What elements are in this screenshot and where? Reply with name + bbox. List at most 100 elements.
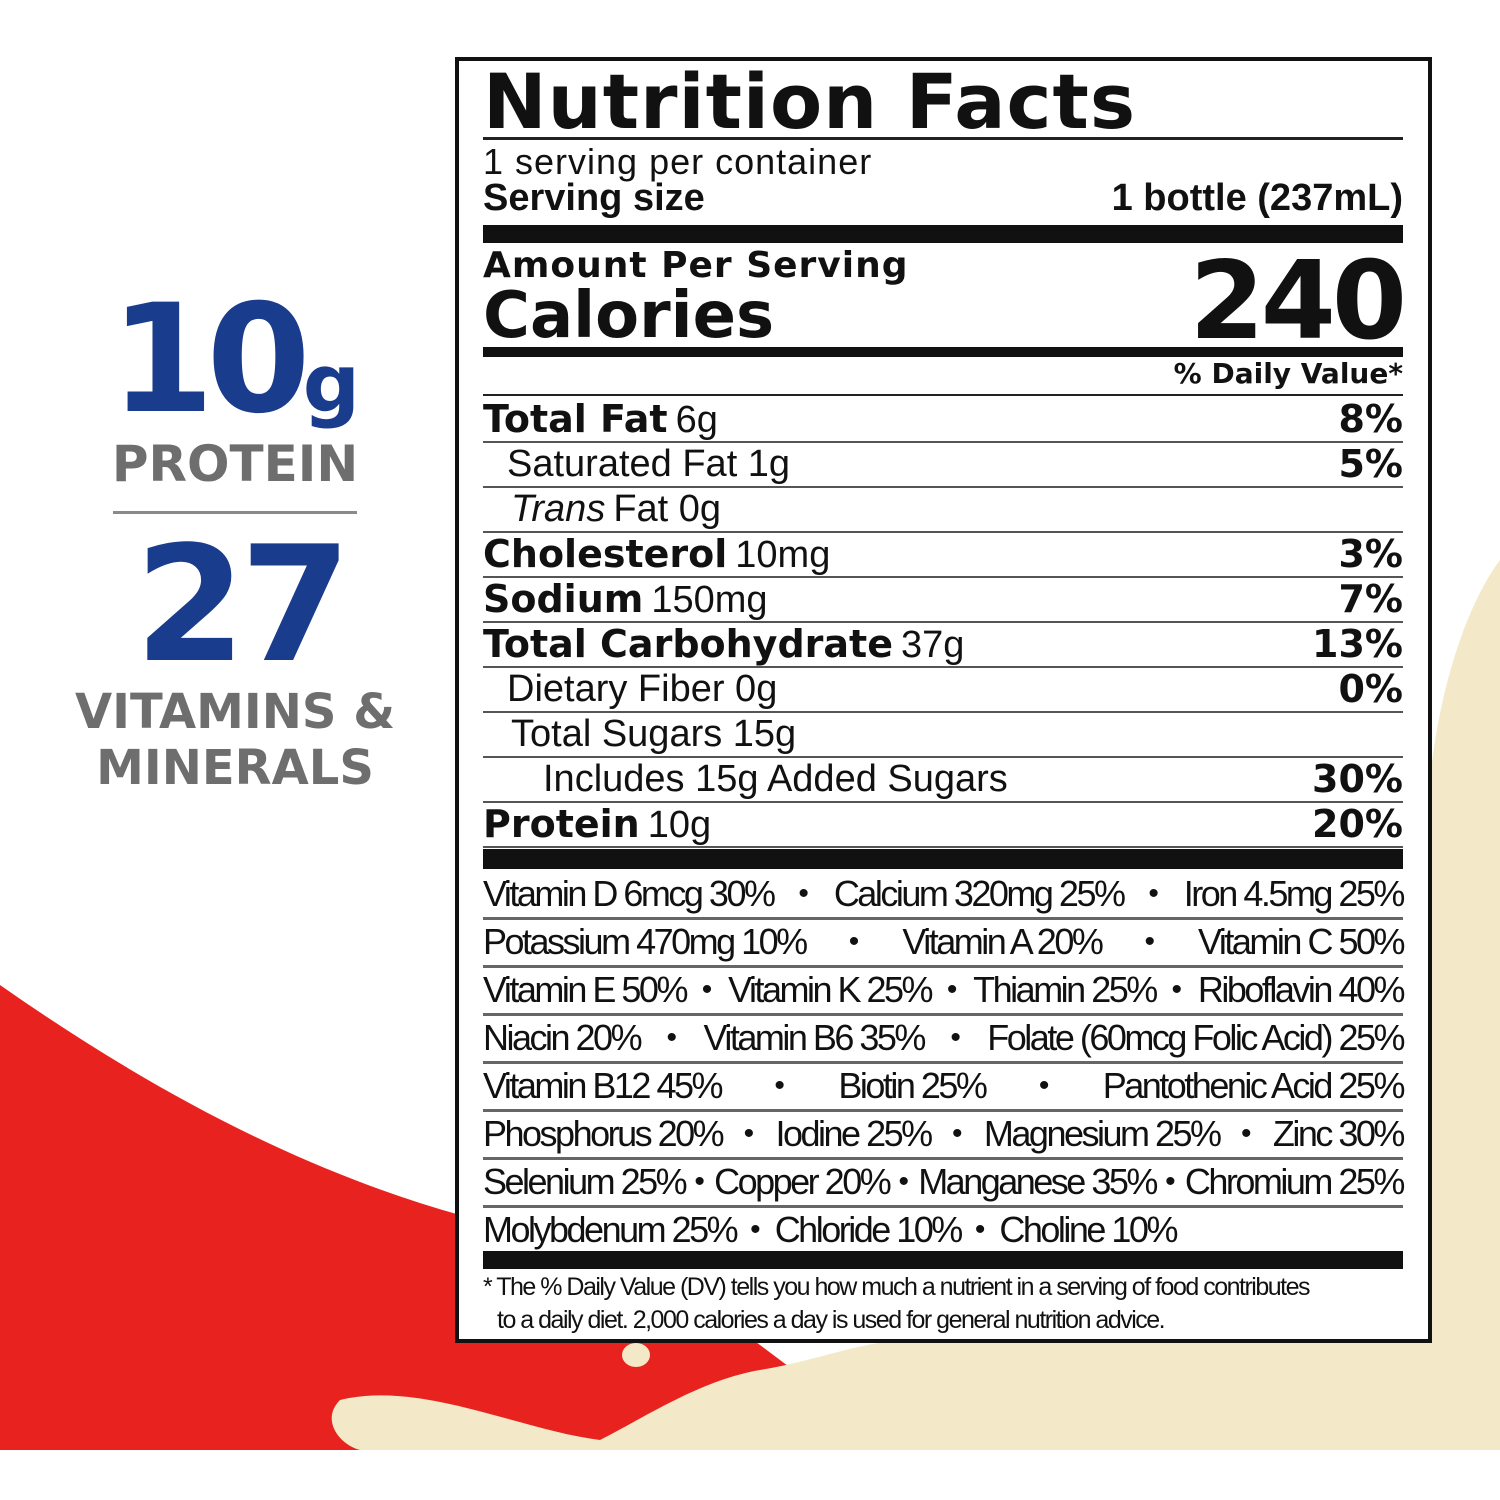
vitamin-item: Vitamin B6 35% bbox=[703, 1017, 926, 1058]
daily-value-percent: 13% bbox=[1312, 622, 1403, 666]
footnote: * The % Daily Value (DV) tells you how m… bbox=[483, 1273, 1311, 1334]
bottom-strip bbox=[0, 1450, 1500, 1500]
vitamin-item: Vitamin B12 45% bbox=[483, 1065, 724, 1106]
nutrient-name: Total Fat 6g bbox=[483, 396, 718, 441]
bullet-separator: • bbox=[1171, 973, 1183, 1006]
vitamin-item: Magnesium 25% bbox=[983, 1113, 1222, 1154]
nutrient-row: Includes 15g Added Sugars 30% bbox=[483, 757, 1403, 803]
rule bbox=[483, 394, 1403, 396]
vitamin-item: Biotin 25% bbox=[838, 1065, 988, 1106]
bullet-separator: • bbox=[848, 925, 860, 958]
amount-per-serving: Amount Per Serving bbox=[483, 245, 909, 286]
nutrient-row: Protein 10g 20% bbox=[483, 802, 1403, 848]
thick-rule bbox=[483, 1251, 1403, 1269]
bullet-separator: • bbox=[1240, 1117, 1252, 1150]
divider bbox=[113, 511, 357, 514]
vitamin-item: Chloride 10% bbox=[774, 1209, 964, 1250]
bullet-separator: • bbox=[1038, 1069, 1050, 1102]
nutrient-name: Total Carbohydrate 37g bbox=[483, 621, 965, 666]
nutrient-name: Sodium 150mg bbox=[483, 576, 768, 621]
calories-label: Calories bbox=[483, 279, 775, 353]
nutrient-row: Total Carbohydrate 37g 13% bbox=[483, 622, 1403, 668]
vitamin-item: Potassium 470mg 10% bbox=[483, 921, 808, 962]
daily-value-percent: 20% bbox=[1312, 802, 1403, 846]
vitamins-count: 27 bbox=[134, 511, 352, 698]
nutrient-name: Dietary Fiber 0g bbox=[507, 667, 778, 710]
bullet-separator: • bbox=[952, 1117, 963, 1150]
vitamin-line: Niacin 20% • Vitamin B6 35% • Folate (60mcg … bbox=[483, 1015, 1405, 1064]
thick-rule bbox=[483, 225, 1403, 243]
bullet-separator: • bbox=[774, 1069, 785, 1102]
nutrient-row: Total Sugars 15g bbox=[483, 712, 1403, 758]
bullet-separator: • bbox=[701, 973, 713, 1006]
vitamin-item: Phosphorus 20% bbox=[483, 1113, 725, 1154]
nutrition-facts-panel: Nutrition Facts 1 serving per container … bbox=[455, 57, 1432, 1343]
vitamin-line: Vitamin B12 45% • Biotin 25% • Pantothenic A… bbox=[483, 1063, 1405, 1112]
bullet-separator: • bbox=[946, 973, 958, 1006]
bullet-separator: • bbox=[1144, 925, 1155, 958]
nutrient-row: Saturated Fat 1g 5% bbox=[483, 442, 1403, 488]
bullet-separator: • bbox=[743, 1117, 755, 1150]
nutrient-row: Cholesterol 10mg 3% bbox=[483, 532, 1403, 578]
vitamin-item: Niacin 20% bbox=[483, 1017, 643, 1058]
daily-value-percent: 7% bbox=[1338, 577, 1403, 621]
calories-value: 240 bbox=[1189, 239, 1407, 364]
protein-label: PROTEIN bbox=[111, 435, 359, 493]
bullet-separator: • bbox=[694, 1165, 705, 1198]
daily-value-percent: 3% bbox=[1338, 532, 1403, 576]
daily-value-header: % Daily Value* bbox=[1173, 357, 1403, 390]
daily-value-percent: 0% bbox=[1338, 667, 1403, 711]
nutrient-name: Total Sugars 15g bbox=[511, 712, 797, 755]
vitamin-line: Vitamin E 50% • Vitamin K 25% • Thiamin 25% •… bbox=[483, 967, 1406, 1016]
nutrient-name: Saturated Fat 1g bbox=[507, 442, 791, 485]
vitamin-item: Vitamin A 20% bbox=[902, 921, 1104, 962]
nutrient-name: Includes 15g Added Sugars bbox=[543, 757, 1008, 800]
bullet-separator: • bbox=[950, 1021, 961, 1054]
vitamin-item: Folate (60mcg Folic Acid) 25% bbox=[987, 1017, 1405, 1058]
vitamin-line: Selenium 25% • Copper 20% • Manganese 35% • Ch… bbox=[483, 1159, 1406, 1208]
vitamins-label: VITAMINS & MINERALS bbox=[74, 684, 396, 796]
bullet-separator: • bbox=[798, 877, 809, 910]
vitamin-item: Calcium 320mg 25% bbox=[833, 873, 1126, 914]
milk-splash bbox=[331, 560, 1500, 1450]
vitamin-item: Copper 20% bbox=[714, 1161, 892, 1202]
daily-value-percent: 8% bbox=[1338, 397, 1403, 441]
vitamin-line: Vitamin D 6mcg 30% • Calcium 320mg 25% • Iro… bbox=[483, 871, 1406, 920]
nutrient-row: Total Fat 6g 8% bbox=[483, 397, 1403, 443]
vitamin-item: Vitamin K 25% bbox=[728, 969, 933, 1010]
nutrient-name: Protein 10g bbox=[483, 801, 712, 846]
vitamin-item: Selenium 25% bbox=[483, 1161, 688, 1202]
vitamin-line: Potassium 470mg 10% • Vitamin A 20% • Vitami… bbox=[483, 919, 1405, 968]
nutrient-name: Trans Fat 0g bbox=[511, 487, 722, 530]
vitamin-item: Manganese 35% bbox=[918, 1161, 1158, 1202]
vitamin-item: Iodine 25% bbox=[775, 1113, 933, 1154]
vitamin-item: Vitamin C 50% bbox=[1198, 921, 1405, 962]
vitamin-item: Riboflavin 40% bbox=[1197, 969, 1406, 1010]
daily-value-percent: 5% bbox=[1338, 442, 1403, 486]
nutrient-name: Cholesterol 10mg bbox=[483, 531, 831, 576]
vitamin-item: Vitamin E 50% bbox=[483, 969, 688, 1010]
vitamin-line: Phosphorus 20% • Iodine 25% • Magnesium 25% •… bbox=[483, 1111, 1406, 1160]
bullet-separator: • bbox=[750, 1213, 761, 1246]
nutrient-row: Trans Fat 0g bbox=[483, 487, 1403, 533]
nutrient-row: Dietary Fiber 0g 0% bbox=[483, 667, 1403, 713]
vitamin-item: Vitamin D 6mcg 30% bbox=[483, 873, 776, 914]
medium-rule bbox=[483, 347, 1403, 357]
vitamin-item: Chromium 25% bbox=[1184, 1161, 1406, 1202]
bullet-separator: • bbox=[1148, 877, 1159, 910]
vitamin-item: Zinc 30% bbox=[1272, 1113, 1406, 1154]
thick-rule bbox=[483, 849, 1403, 869]
serving-size: Serving size 1 bottle (237mL) bbox=[483, 177, 1403, 219]
vitamin-item: Choline 10% bbox=[999, 1209, 1178, 1250]
vitamin-item: Molybdenum 25% bbox=[483, 1209, 739, 1250]
vitamin-item: Thiamin 25% bbox=[973, 969, 1158, 1010]
nutrient-row: Sodium 150mg 7% bbox=[483, 577, 1403, 623]
vitamin-item: Iron 4.5mg 25% bbox=[1183, 873, 1406, 914]
bullet-separator: • bbox=[1165, 1165, 1176, 1198]
milk-drop bbox=[622, 1343, 650, 1367]
bullet-separator: • bbox=[666, 1021, 678, 1054]
protein-amount: 10g bbox=[110, 273, 361, 447]
panel-title: Nutrition Facts bbox=[483, 57, 1137, 146]
bullet-separator: • bbox=[898, 1165, 909, 1198]
rule bbox=[483, 137, 1403, 140]
